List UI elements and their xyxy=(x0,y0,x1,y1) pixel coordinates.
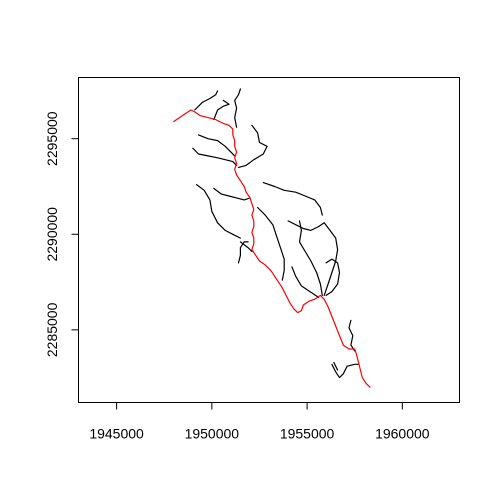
tributary-line-1 xyxy=(194,90,219,111)
y-tick-label: 2295000 xyxy=(44,111,60,166)
tributary-line-14 xyxy=(298,220,323,296)
x-tick-label: 1945000 xyxy=(89,426,144,442)
tributary-line-7 xyxy=(196,184,241,239)
tributary-line-8 xyxy=(213,187,251,201)
tributary-line-18 xyxy=(331,363,360,379)
y-tick-label: 2285000 xyxy=(44,302,60,357)
tributary-line-13 xyxy=(287,220,339,296)
x-tick-label: 1955000 xyxy=(280,426,335,442)
x-axis: 1945000 1950000 1955000 1960000 xyxy=(89,402,430,442)
tributary-line-19 xyxy=(333,361,339,371)
tributary-line-17 xyxy=(348,319,356,352)
tributary-line-12 xyxy=(257,206,285,281)
tributary-line-15 xyxy=(291,266,320,298)
tributary-line-2 xyxy=(213,99,230,121)
tributary-line-6 xyxy=(237,124,268,168)
tributary-line-3 xyxy=(234,88,241,128)
tributary-line-5 xyxy=(192,147,238,166)
main-stem-line xyxy=(173,109,371,388)
y-tick-label: 2290000 xyxy=(44,207,60,262)
x-tick-label: 1960000 xyxy=(375,426,430,442)
x-tick-label: 1950000 xyxy=(185,426,240,442)
series-layer xyxy=(173,88,371,388)
tributary-line-11 xyxy=(262,182,323,216)
tributary-line-4 xyxy=(197,134,236,157)
y-axis: 2285000 2290000 2295000 xyxy=(44,111,79,357)
tributary-line-10 xyxy=(239,241,253,253)
tributary-line-16 xyxy=(325,258,341,296)
tributary-line-9 xyxy=(237,241,249,264)
